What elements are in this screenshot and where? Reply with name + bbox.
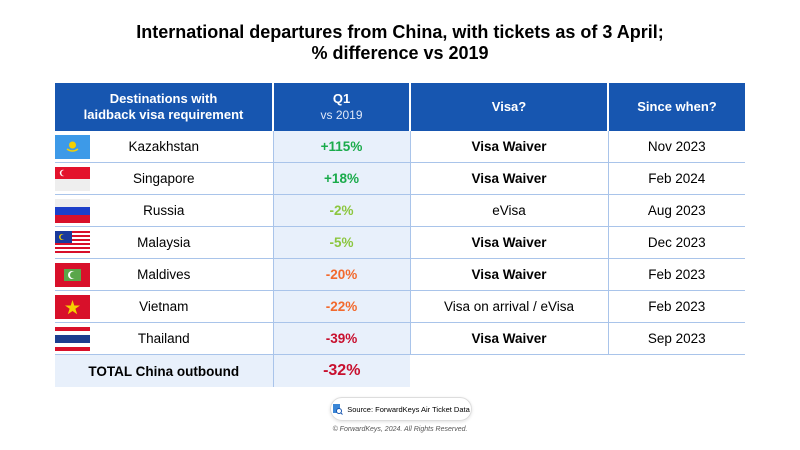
q1-change: -2% [272,194,411,227]
total-q1-change: -32% [272,354,410,387]
flag-vietnam-icon [55,295,90,319]
country-cell: Thailand [55,322,273,355]
since-date: Feb 2023 [608,258,745,291]
since-date: Feb 2023 [608,290,745,323]
country-name: Thailand [137,331,190,346]
since-date: Feb 2024 [608,162,745,195]
source-badge: Source: ForwardKeys Air Ticket Data [330,397,472,421]
table-row: Russia -2% eVisa Aug 2023 [55,194,745,227]
since-date: Nov 2023 [608,131,745,163]
flag-singapore-icon [55,167,90,191]
since-date: Sep 2023 [608,322,745,355]
country-name: Malaysia [137,235,191,250]
source-text: Source: ForwardKeys Air Ticket Data [347,404,470,414]
table-row: Singapore +18% Visa Waiver Feb 2024 [55,162,745,195]
country-cell: Maldives [55,258,273,291]
q1-change: -22% [272,290,411,323]
document-search-icon [333,403,344,415]
q1-change: -5% [272,226,411,259]
title-line-2: % difference vs 2019 [311,43,489,63]
country-cell: Kazakhstan [55,131,273,163]
country-name: Kazakhstan [128,139,200,154]
visa-type: Visa on arrival / eVisa [410,290,609,323]
country-name: Russia [143,203,185,218]
flag-kazakhstan-icon [55,135,90,159]
country-name: Vietnam [139,299,189,314]
total-label: TOTAL China outbound [55,354,273,387]
since-date: Dec 2023 [608,226,745,259]
table-row: Vietnam -22% Visa on arrival / eVisa Feb… [55,290,745,323]
table-row: Malaysia -5% Visa Waiver Dec 2023 [55,226,745,259]
visa-type: eVisa [410,194,609,227]
q1-change: -39% [272,322,411,355]
q1-change: +18% [272,162,411,195]
copyright: © ForwardKeys, 2024. All Rights Reserved… [332,426,468,433]
flag-maldives-icon [55,263,90,287]
total-row: TOTAL China outbound -32% [55,354,745,387]
table-row: Kazakhstan +115% Visa Waiver Nov 2023 [55,131,745,163]
visa-type: Visa Waiver [410,226,609,259]
visa-type: Visa Waiver [410,322,609,355]
flag-malaysia-icon [55,231,90,255]
table-row: Thailand -39% Visa Waiver Sep 2023 [55,322,745,355]
visa-type: Visa Waiver [410,131,609,163]
table-row: Maldives -20% Visa Waiver Feb 2023 [55,258,745,291]
flag-russia-icon [55,199,90,223]
title-line-1: International departures from China, wit… [136,22,664,42]
since-date: Aug 2023 [608,194,745,227]
header-q1: Q1 vs 2019 [272,83,410,131]
header-visa: Visa? [409,83,608,131]
country-cell: Singapore [55,162,273,195]
flag-thailand-icon [55,327,90,351]
country-cell: Vietnam [55,290,273,323]
departures-table: Destinations with laidback visa requireme… [55,83,745,387]
visa-type: Visa Waiver [410,258,609,291]
q1-change: -20% [272,258,411,291]
header-since: Since when? [607,83,745,131]
visa-type: Visa Waiver [410,162,609,195]
chart-title: International departures from China, wit… [0,22,800,64]
q1-change: +115% [272,131,411,163]
country-cell: Russia [55,194,273,227]
country-name: Singapore [132,171,195,186]
header-destinations: Destinations with laidback visa requireme… [55,83,273,131]
country-name: Maldives [137,267,191,282]
country-cell: Malaysia [55,226,273,259]
